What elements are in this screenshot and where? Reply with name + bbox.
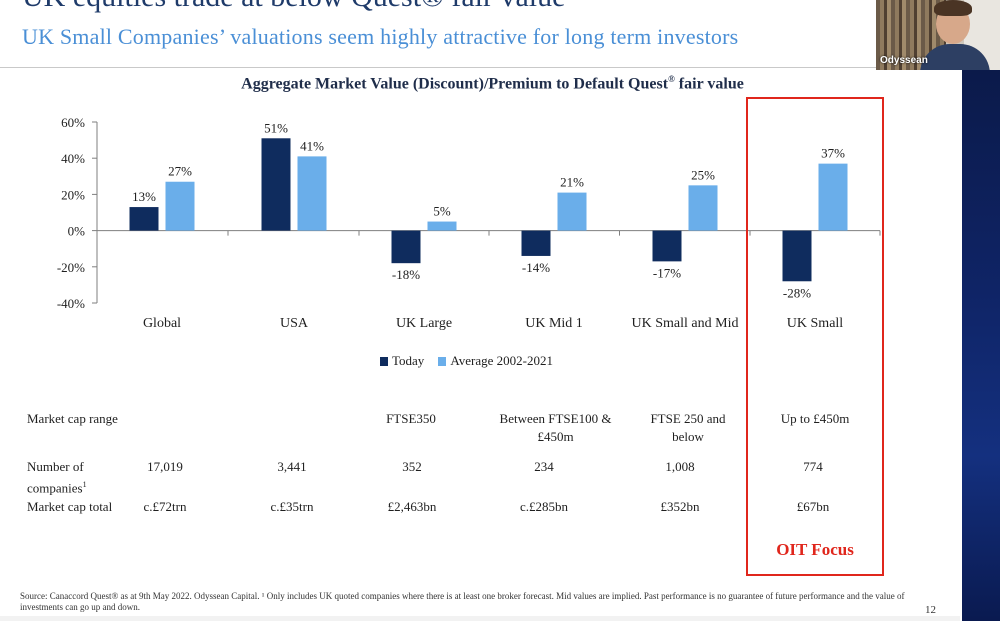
data-label-today: 13% (132, 189, 156, 204)
x-category-label: UK Mid 1 (525, 316, 583, 331)
source-footnote: Source: Canaccord Quest® as at 9th May 2… (20, 591, 905, 612)
data-label-today: -28% (783, 285, 811, 300)
bar-today (391, 230, 421, 264)
bar-today (261, 138, 291, 231)
chart-title: Aggregate Market Value (Discount)/Premiu… (0, 74, 985, 93)
slide-title: UK equities trade at below Quest® fair v… (22, 0, 565, 14)
cell-number-of-companies: 17,019 (147, 459, 183, 474)
y-tick-label: 20% (61, 187, 85, 202)
side-decoration (962, 70, 1000, 621)
cell-market-cap-range: FTSE350 (386, 411, 436, 426)
chart-legend: Today Average 2002-2021 (380, 353, 553, 369)
cell-number-of-companies: 774 (803, 459, 823, 474)
y-tick-label: -40% (57, 296, 85, 311)
legend-label-today: Today (392, 353, 425, 368)
legend-item-today: Today (380, 353, 424, 369)
bar-today (129, 207, 159, 231)
cell-number-of-companies: 3,441 (277, 459, 307, 474)
webcam-name-label: Odyssean (880, 55, 928, 66)
cell-market-cap-total: £67bn (796, 499, 830, 514)
x-category-label: USA (280, 316, 309, 331)
data-label-today: -18% (392, 267, 420, 282)
cell-market-cap-total: c.£285bn (519, 499, 569, 514)
legend-item-average: Average 2002-2021 (438, 353, 553, 369)
cell-market-cap-range: Between FTSE100 & £450m (499, 411, 612, 444)
bar-average (165, 181, 195, 231)
row-label-number-of-companies: Number of companies1 (27, 458, 117, 497)
legend-swatch-today (380, 356, 388, 366)
title-divider (0, 67, 960, 68)
bar-average (557, 192, 587, 231)
data-label-average: 21% (560, 175, 584, 190)
webcam-thumbnail[interactable]: Odyssean (876, 0, 1000, 70)
bottom-bar (0, 616, 960, 621)
legend-swatch-average (438, 356, 447, 366)
chart-title-mark: ® (668, 74, 675, 84)
data-label-today: -17% (653, 265, 681, 280)
y-tick-label: 60% (61, 115, 85, 130)
cell-number-of-companies: 1,008 (665, 459, 695, 474)
bar-average (688, 185, 718, 231)
presenter-hair (934, 0, 972, 16)
cell-market-cap-range: Up to £450m (780, 411, 850, 426)
data-label-average: 5% (433, 204, 451, 219)
bar-today (521, 230, 551, 256)
oit-focus-highlight-box (746, 97, 884, 576)
data-label-today: -14% (522, 260, 550, 275)
bar-average (427, 221, 457, 231)
row-label-number-text: Number of companies (27, 459, 84, 496)
bar-chart: 60% 40% 20% 0% -20% -40% 13% 27% Global 51% 41% USA… (57, 115, 881, 331)
x-category-label: UK Large (396, 316, 452, 331)
cell-market-cap-total: £2,463bn (387, 499, 437, 514)
y-tick-label: -20% (57, 260, 85, 275)
cell-number-of-companies: 352 (402, 459, 422, 474)
bar-average (818, 163, 848, 231)
chart-title-text: Aggregate Market Value (Discount)/Premiu… (241, 75, 669, 93)
cell-market-cap-total: £352bn (660, 499, 700, 514)
bar-today (652, 230, 682, 262)
x-category-label: UK Small (787, 316, 844, 331)
footnote-marker: 1 (82, 480, 87, 489)
legend-label-average: Average 2002-2021 (450, 353, 553, 368)
bar-average (297, 156, 327, 231)
data-label-average: 41% (300, 138, 324, 153)
oit-focus-label: OIT Focus (776, 540, 854, 559)
data-label-average: 37% (821, 146, 845, 161)
chart-title-tail: fair value (674, 75, 744, 93)
page-number: 12 (925, 604, 936, 616)
cell-number-of-companies: 234 (534, 459, 554, 474)
x-category-label: UK Small and Mid (632, 316, 739, 331)
data-label-average: 25% (691, 167, 715, 182)
row-label-market-cap-range: Market cap range (27, 411, 118, 426)
y-tick-label: 0% (68, 224, 86, 239)
cell-market-cap-total: c.£72trn (143, 499, 187, 514)
row-label-market-cap-total: Market cap total (27, 499, 113, 514)
bar-today (782, 230, 812, 282)
cell-market-cap-total: c.£35trn (270, 499, 314, 514)
cell-market-cap-range: FTSE 250 and below (650, 411, 726, 444)
data-label-average: 27% (168, 164, 192, 179)
slide-subtitle: UK Small Companies’ valuations seem high… (22, 24, 739, 49)
y-tick-label: 40% (61, 151, 85, 166)
data-label-today: 51% (264, 120, 288, 135)
x-category-label: Global (143, 316, 181, 331)
